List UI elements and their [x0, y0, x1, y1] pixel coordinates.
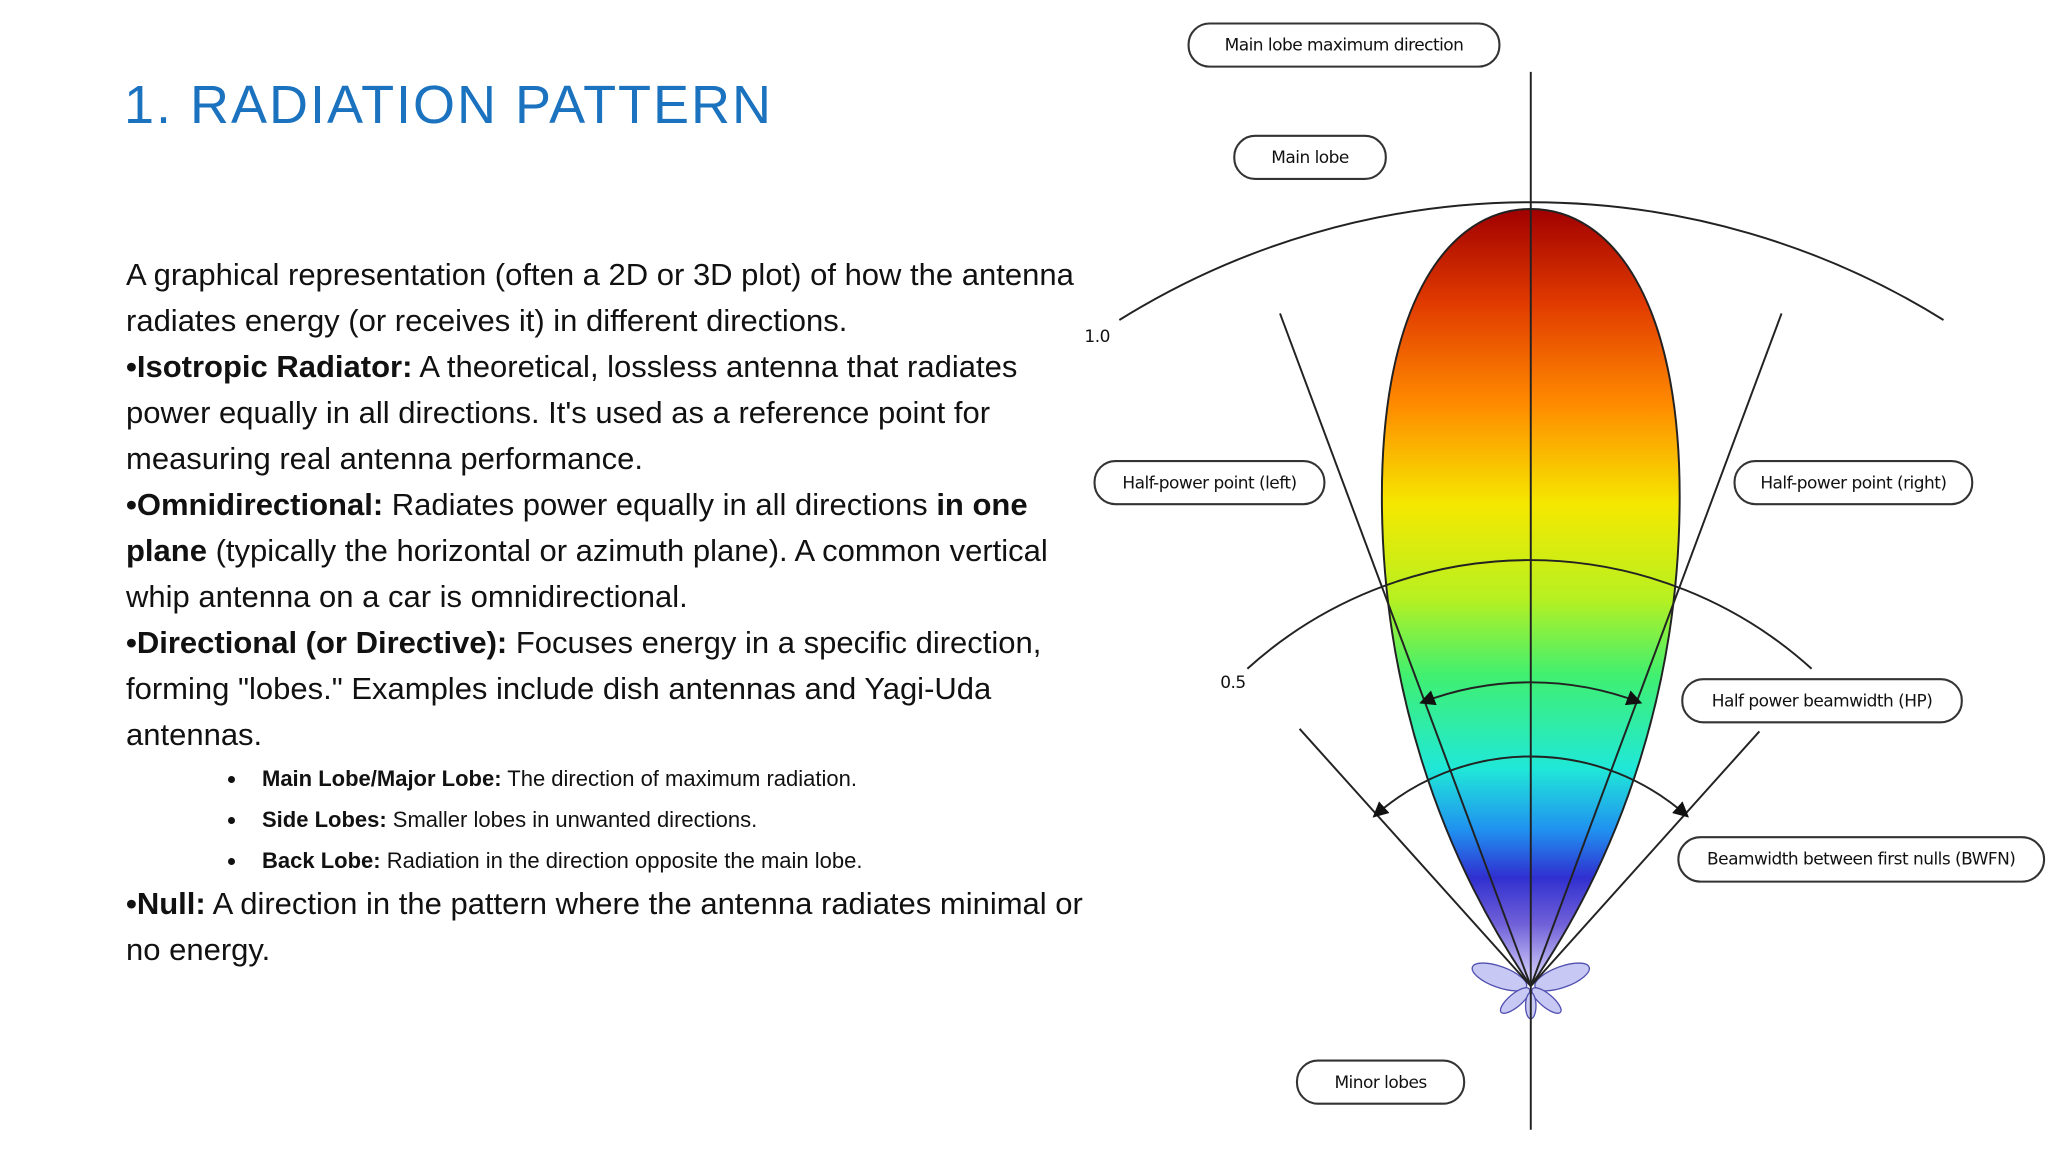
- item: •Null: A direction in the pattern where …: [126, 881, 1086, 973]
- title: 1. RADIATION PATTERN: [124, 75, 774, 135]
- minor-lobes: [1471, 962, 1591, 1020]
- scale-label: 0.5: [1220, 673, 1245, 693]
- text: Focuses energy in a specific direction, …: [126, 625, 1042, 752]
- text: Smaller lobes in unwanted directions.: [386, 807, 758, 832]
- label: Main lobe maximum direction: [1225, 36, 1464, 56]
- text: (typically the horizontal or azimuth pla…: [126, 533, 1048, 614]
- label-pill: Minor lobes: [1295, 1059, 1466, 1105]
- label-pill: Main lobe maximum direction: [1187, 22, 1501, 68]
- intro: A graphical representation (often a 2D o…: [126, 257, 1074, 338]
- sub-item: Main Lobe/Major Lobe: The direction of m…: [248, 758, 1086, 799]
- term: Side Lobes:: [262, 807, 387, 832]
- term: Main Lobe/Major Lobe:: [262, 766, 502, 791]
- label-pill: Half-power point (right): [1733, 460, 1974, 506]
- emphasis: in one plane: [126, 487, 1028, 568]
- term: •Directional (or Directive):: [126, 625, 508, 660]
- label-pill: Half power beamwidth (HP): [1681, 678, 1963, 724]
- text: The direction of maximum radiation.: [501, 766, 857, 791]
- body-text: A graphical representation (often a 2D o…: [126, 252, 1086, 973]
- label: Beamwidth between first nulls (BWFN): [1707, 849, 2015, 869]
- construction-lines: [1118, 71, 1945, 1130]
- term: Back Lobe:: [262, 848, 381, 873]
- text: Radiation in the direction opposite the …: [380, 848, 863, 873]
- term: •Isotropic Radiator:: [126, 349, 413, 384]
- label: Half-power point (left): [1122, 473, 1296, 493]
- label: Half-power point (right): [1760, 473, 1946, 493]
- sub-item: Back Lobe: Radiation in the direction op…: [248, 840, 1086, 881]
- label-pill: Half-power point (left): [1093, 460, 1326, 506]
- label: Half power beamwidth (HP): [1712, 691, 1933, 711]
- scale-label: 1.0: [1084, 327, 1109, 347]
- item: •Omnidirectional: Radiates power equally…: [126, 482, 1086, 620]
- text: A direction in the pattern where the ant…: [126, 886, 1083, 967]
- item: •Isotropic Radiator: A theoretical, loss…: [126, 344, 1086, 482]
- label-pill: Main lobe: [1233, 134, 1387, 180]
- sub-item: Side Lobes: Smaller lobes in unwanted di…: [248, 799, 1086, 840]
- term: •Omnidirectional:: [126, 487, 384, 522]
- label-pill: Beamwidth between first nulls (BWFN): [1677, 836, 2046, 883]
- sub-list: Main Lobe/Major Lobe: The direction of m…: [126, 758, 1086, 881]
- text: A theoretical, lossless antenna that rad…: [126, 349, 1018, 476]
- item: •Directional (or Directive): Focuses ene…: [126, 620, 1086, 758]
- text: Radiates power equally in all directions: [383, 487, 937, 522]
- label: Minor lobes: [1334, 1073, 1427, 1093]
- label: Main lobe: [1271, 148, 1349, 168]
- term: •Null:: [126, 886, 206, 921]
